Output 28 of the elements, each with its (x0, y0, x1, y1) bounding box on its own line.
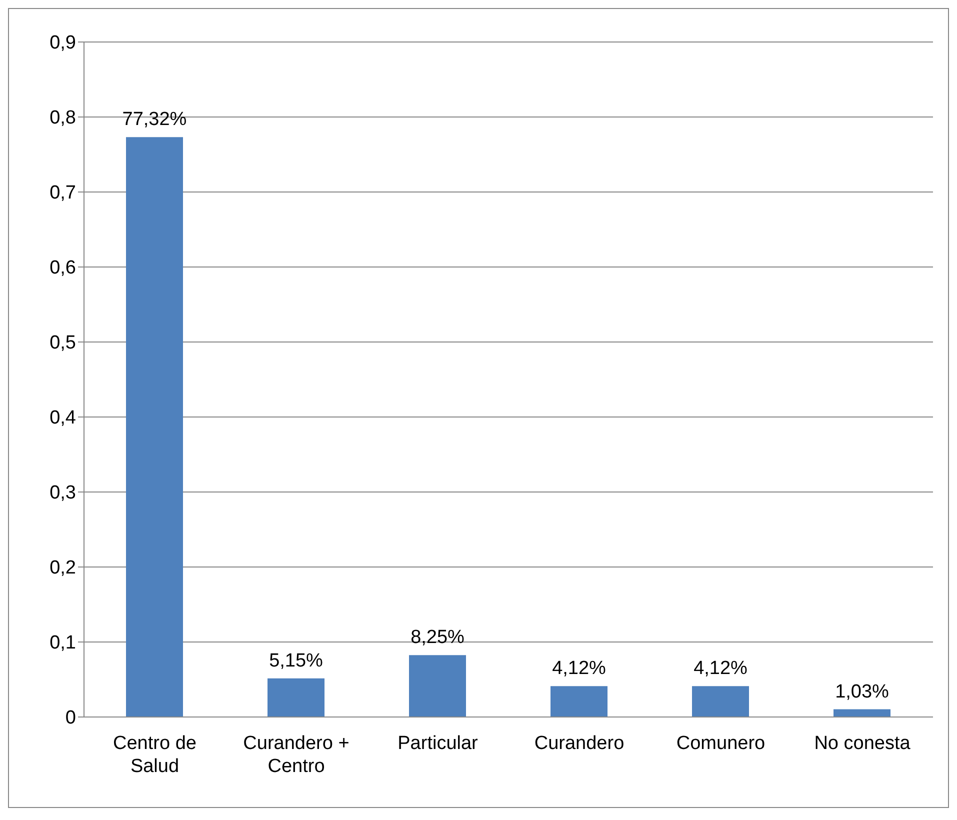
y-tick-label: 0,9 (50, 32, 76, 54)
y-tick-label: 0,6 (50, 258, 76, 279)
y-tick-label: 0,1 (50, 632, 76, 654)
bar (268, 678, 324, 717)
x-tick-label: Comunero (676, 733, 766, 754)
data-label: 1,03% (835, 681, 890, 702)
bar (126, 137, 183, 717)
y-tick-label: 0,5 (50, 332, 76, 354)
bar (692, 686, 749, 717)
x-tick-label: Curandero (534, 733, 624, 754)
data-label: 4,12% (694, 658, 748, 680)
data-label: 8,25% (410, 627, 465, 648)
y-tick-label: 0,4 (50, 408, 76, 429)
data-label: 5,15% (269, 650, 324, 672)
x-tick-label: Centro de Salud (113, 733, 196, 777)
y-tick-label: 0,2 (50, 558, 76, 579)
data-label: 4,12% (552, 658, 606, 680)
y-tick-label: 0,7 (50, 182, 76, 204)
data-label: 77,32% (122, 109, 187, 130)
x-tick-label: No conesta (814, 733, 911, 754)
x-tick-label: Curandero + Centro (243, 733, 350, 777)
bar (834, 709, 890, 717)
bar (409, 655, 466, 717)
y-tick-label: 0,8 (50, 108, 76, 129)
bar (550, 686, 608, 717)
y-tick-label: 0 (65, 708, 76, 729)
x-tick-label: Particular (398, 733, 479, 754)
y-tick-label: 0,3 (50, 482, 76, 504)
